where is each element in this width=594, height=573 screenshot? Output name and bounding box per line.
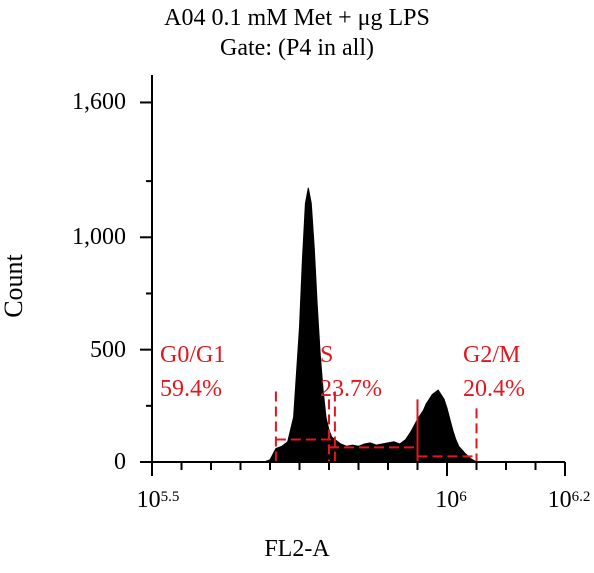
gate-name: G2/M xyxy=(463,342,521,368)
x-tick-label: 106 xyxy=(435,488,467,512)
y-tick-label: 1,000 xyxy=(72,224,126,251)
histogram-area xyxy=(263,187,479,463)
y-tick-label: 1,600 xyxy=(72,89,126,116)
x-tick-exponent: 5.5 xyxy=(160,489,180,505)
y-axis-label: Count xyxy=(0,254,28,318)
chart-subtitle: Gate: (P4 in all) xyxy=(220,35,374,61)
x-tick-base: 10 xyxy=(136,487,161,513)
x-tick-exponent: 6 xyxy=(459,489,467,505)
x-tick-label: 106.2 xyxy=(548,488,591,512)
gate-percent: 23.7% xyxy=(320,376,382,402)
y-tick-label: 0 xyxy=(114,449,126,475)
y-tick-label: 500 xyxy=(90,336,126,363)
x-tick-base: 10 xyxy=(547,487,572,513)
x-tick-exponent: 6.2 xyxy=(571,489,591,505)
gate-label-0: G0/G1 59.4% xyxy=(160,338,225,406)
gate-name: S xyxy=(320,342,334,368)
chart-title: A04 0.1 mM Met + μg LPS xyxy=(164,5,430,31)
gate-percent: 20.4% xyxy=(463,376,525,402)
x-tick-label: 105.5 xyxy=(137,488,180,512)
x-axis-label: FL2-A xyxy=(264,536,330,562)
gate-name: G0/G1 xyxy=(160,342,226,368)
gate-percent: 59.4% xyxy=(160,376,222,402)
x-tick-base: 10 xyxy=(435,487,460,513)
gate-label-1: S 23.7% xyxy=(320,338,382,406)
gate-label-2: G2/M 20.4% xyxy=(463,338,525,406)
